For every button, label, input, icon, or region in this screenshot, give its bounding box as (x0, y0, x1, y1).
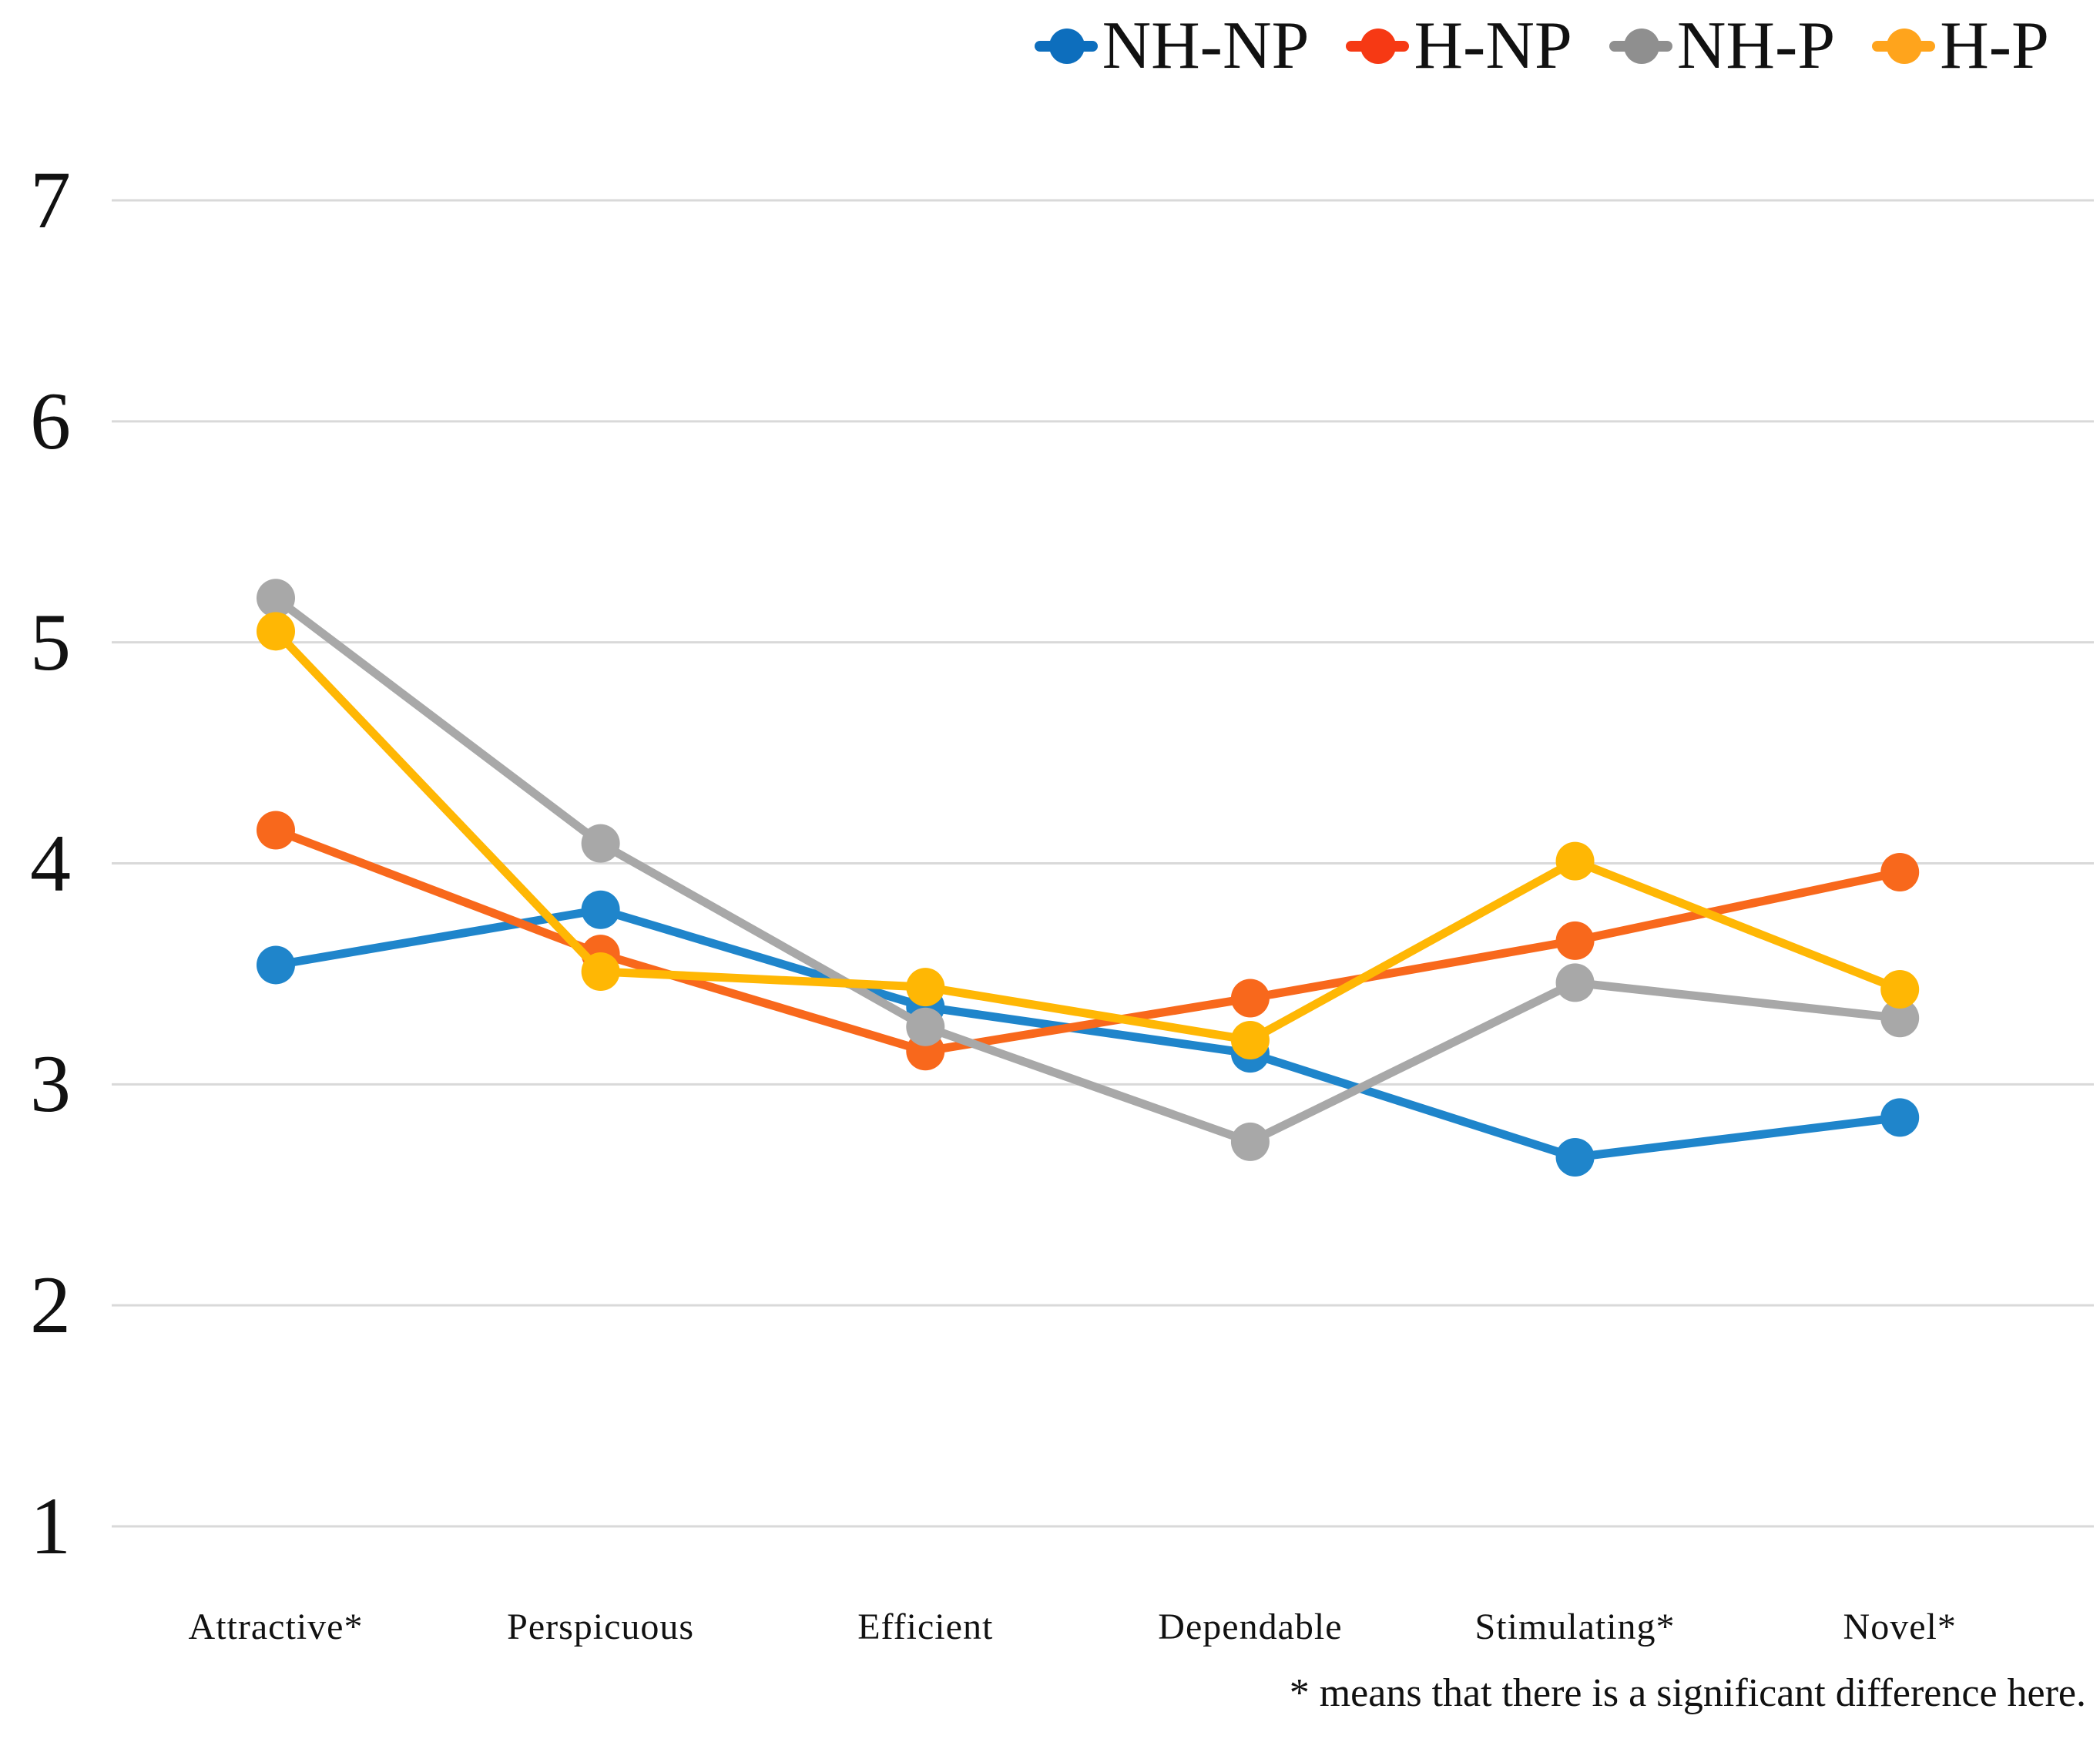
series-line-nh-p (271, 593, 1904, 1146)
series-line-nh-np (271, 905, 1904, 1162)
data-point-marker (581, 890, 620, 929)
data-point-marker (906, 1007, 945, 1046)
data-point-marker (1880, 969, 1920, 1009)
legend-item-h-np: H-NP (1346, 8, 1572, 84)
legend-marker-icon (1034, 29, 1098, 65)
data-point-marker (1880, 852, 1920, 891)
legend-marker-icon (1609, 29, 1672, 65)
legend-marker-icon (1872, 29, 1936, 65)
data-point-marker (257, 811, 295, 850)
x-axis-category-label: Dependable (1158, 1606, 1343, 1647)
y-axis-tick-label: 6 (30, 375, 71, 466)
legend-item-nh-np: NH-NP (1034, 8, 1310, 84)
legend-item-label: H-P (1940, 8, 2049, 83)
y-axis-tick-label: 1 (30, 1481, 71, 1571)
data-point-marker (257, 612, 295, 651)
data-point-marker (1230, 1020, 1270, 1059)
x-axis-category-label: Attractive* (188, 1606, 364, 1647)
chart-legend: NH-NP H-NP NH-P H-P (1034, 8, 2049, 84)
data-point-marker (1880, 999, 1920, 1038)
legend-item-label: NH-NP (1102, 8, 1310, 83)
data-point-marker (1555, 963, 1595, 1002)
legend-item-label: NH-P (1676, 8, 1836, 83)
series-line-h-p (271, 626, 1904, 1045)
y-axis-tick-label: 7 (30, 155, 71, 245)
y-axis-tick-label: 5 (30, 596, 71, 687)
data-point-marker (257, 945, 295, 985)
legend-item-label: H-NP (1414, 8, 1572, 83)
x-axis-category-label: Perspicuous (507, 1606, 695, 1647)
data-point-marker (581, 824, 620, 863)
data-point-marker (1230, 1122, 1270, 1161)
data-point-marker (1555, 841, 1595, 881)
data-point-marker (906, 968, 945, 1007)
legend-marker-icon (1346, 29, 1410, 65)
data-point-marker (1230, 979, 1270, 1018)
y-axis-tick-label: 3 (30, 1039, 71, 1130)
data-point-marker (1880, 1098, 1920, 1137)
legend-item-h-p: H-P (1872, 8, 2049, 84)
data-point-marker (1555, 1137, 1595, 1177)
legend-item-nh-p: NH-P (1609, 8, 1836, 84)
x-axis-category-label: Novel* (1843, 1606, 1957, 1647)
y-axis-tick-label: 2 (30, 1260, 71, 1351)
x-axis-category-label: Efficient (857, 1606, 994, 1647)
y-axis-tick-label: 4 (30, 817, 71, 908)
data-point-marker (1555, 921, 1595, 960)
series-line-h-np (271, 825, 1904, 1056)
data-point-marker (257, 579, 295, 618)
data-point-marker (581, 952, 620, 992)
x-axis-category-label: Stimulating* (1474, 1606, 1676, 1647)
chart-footnote: * means that there is a significant diff… (1289, 1671, 2086, 1715)
